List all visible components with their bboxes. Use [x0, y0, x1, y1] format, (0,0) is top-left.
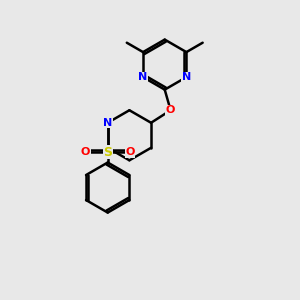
Text: S: S [103, 146, 112, 159]
Text: N: N [138, 72, 148, 82]
Text: O: O [125, 147, 134, 157]
Text: O: O [166, 105, 175, 115]
Text: N: N [182, 72, 191, 82]
Text: N: N [103, 118, 112, 128]
Text: O: O [81, 147, 90, 157]
